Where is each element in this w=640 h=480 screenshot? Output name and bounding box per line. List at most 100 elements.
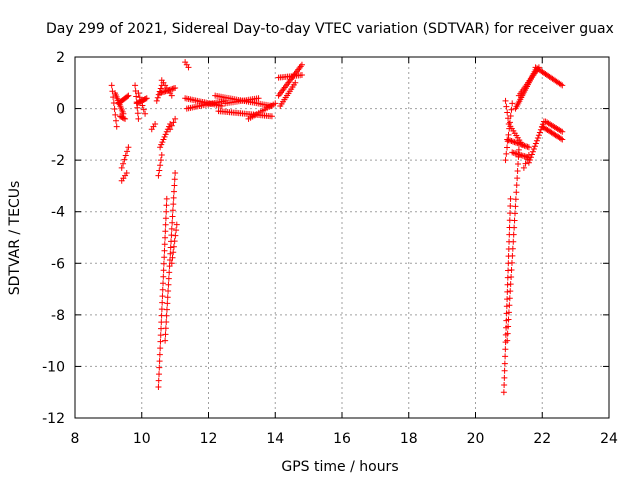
- data-point: [504, 288, 511, 295]
- data-point: [524, 143, 531, 150]
- data-point: [169, 213, 176, 220]
- data-point: [136, 94, 143, 101]
- data-point: [168, 232, 175, 239]
- data-point: [119, 114, 126, 121]
- data-point: [171, 188, 178, 195]
- data-point: [122, 115, 129, 122]
- data-point: [166, 269, 173, 276]
- data-point: [165, 275, 172, 282]
- x-axis-label: GPS time / hours: [281, 459, 398, 475]
- data-point: [160, 260, 167, 267]
- data-point: [531, 143, 538, 150]
- data-point: [135, 90, 142, 97]
- data-point: [156, 167, 163, 174]
- data-point: [272, 100, 279, 107]
- data-point: [161, 241, 168, 248]
- data-point: [172, 84, 179, 91]
- data-point: [508, 274, 515, 281]
- data-point: [171, 176, 178, 183]
- data-point: [511, 217, 518, 224]
- data-point: [111, 105, 118, 112]
- data-point: [173, 227, 180, 234]
- data-point: [157, 144, 164, 151]
- data-point: [169, 254, 176, 261]
- data-point: [506, 295, 513, 302]
- data-point: [172, 115, 179, 122]
- data-point: [162, 234, 169, 241]
- data-point: [505, 131, 512, 138]
- data-point: [502, 353, 509, 360]
- x-tick-label: 24: [600, 431, 618, 447]
- data-point: [170, 249, 177, 256]
- x-tick-label: 14: [266, 431, 284, 447]
- data-point: [502, 346, 509, 353]
- data-point: [157, 162, 164, 169]
- data-point: [510, 238, 517, 245]
- data-point: [159, 299, 166, 306]
- data-point: [159, 286, 166, 293]
- chart-title: Day 299 of 2021, Sidereal Day-to-day VTE…: [46, 21, 614, 37]
- grid: [75, 57, 609, 418]
- data-point: [132, 82, 139, 89]
- data-point: [154, 94, 161, 101]
- data-point: [162, 325, 169, 332]
- data-point: [159, 293, 166, 300]
- data-point: [509, 138, 516, 145]
- data-point: [156, 364, 163, 371]
- data-point: [161, 254, 168, 261]
- data-point: [501, 374, 508, 381]
- y-tick-label: 0: [56, 102, 65, 118]
- data-point: [161, 247, 168, 254]
- data-point: [167, 126, 174, 133]
- data-point: [157, 157, 164, 164]
- data-point: [298, 72, 305, 79]
- data-point: [163, 306, 170, 313]
- x-tick-label: 22: [533, 431, 551, 447]
- data-point: [514, 140, 521, 147]
- data-point: [522, 160, 529, 167]
- data-point: [506, 302, 513, 309]
- data-point: [162, 131, 169, 138]
- data-point: [163, 208, 170, 215]
- data-point: [160, 273, 167, 280]
- data-point: [169, 207, 176, 214]
- data-point: [170, 201, 177, 208]
- data-point: [162, 337, 169, 344]
- data-point: [160, 136, 167, 143]
- data-point: [156, 351, 163, 358]
- data-point: [512, 196, 519, 203]
- data-point: [167, 244, 174, 251]
- data-point: [134, 104, 141, 111]
- data-point: [122, 152, 129, 159]
- data-point: [505, 316, 512, 323]
- data-point: [557, 81, 564, 88]
- data-point: [170, 243, 177, 250]
- data-point: [170, 194, 177, 201]
- data-point: [164, 300, 171, 307]
- data-point: [513, 189, 520, 196]
- data-point: [504, 136, 511, 143]
- data-point: [135, 115, 142, 122]
- data-point: [524, 156, 531, 163]
- data-point: [514, 168, 521, 175]
- data-point: [255, 95, 262, 102]
- data-point: [155, 384, 162, 391]
- data-point: [503, 103, 510, 110]
- data-point: [163, 319, 170, 326]
- y-tick-label: -6: [51, 256, 65, 272]
- data-point: [507, 288, 514, 295]
- data-point: [512, 203, 519, 210]
- data-point: [120, 115, 127, 122]
- data-point: [509, 245, 516, 252]
- data-point: [525, 159, 532, 166]
- data-point: [158, 151, 165, 158]
- x-tick-label: 18: [400, 431, 418, 447]
- data-point: [511, 210, 518, 217]
- data-point: [298, 61, 305, 68]
- data-point: [505, 115, 512, 122]
- data-point: [133, 93, 140, 100]
- data-point: [163, 202, 170, 209]
- data-point: [169, 219, 176, 226]
- data-point: [515, 160, 522, 167]
- data-point: [171, 182, 178, 189]
